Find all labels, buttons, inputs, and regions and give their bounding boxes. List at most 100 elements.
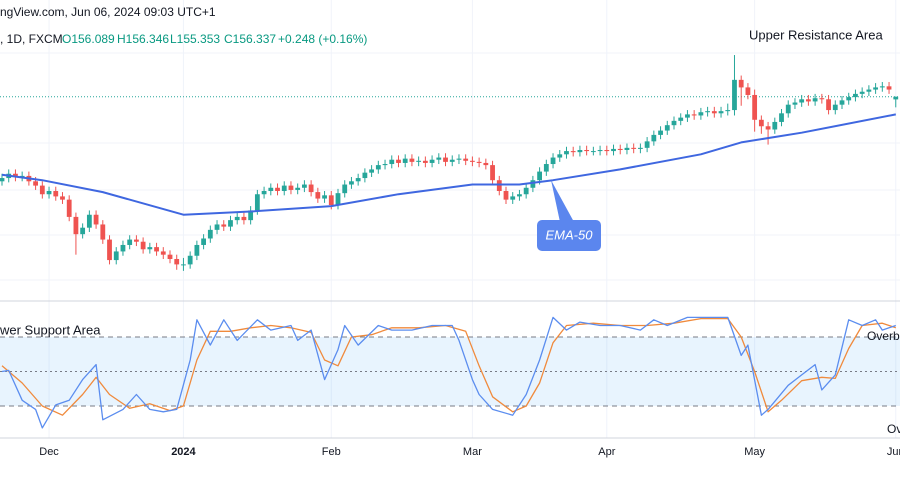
candle-body bbox=[436, 157, 442, 160]
candle-body bbox=[738, 79, 744, 88]
candle-body bbox=[234, 216, 240, 221]
annotation: wer Support Area bbox=[0, 322, 101, 337]
candle-body bbox=[617, 148, 623, 150]
callout-box bbox=[537, 220, 601, 251]
annotation: Upper Resistance Area bbox=[749, 27, 883, 42]
candle-body bbox=[792, 102, 798, 105]
candle-body bbox=[100, 224, 106, 240]
candle-body bbox=[13, 173, 18, 177]
candle-body bbox=[651, 134, 657, 142]
ema-line bbox=[1, 113, 896, 216]
candle-body bbox=[396, 159, 401, 163]
candle-body bbox=[550, 157, 556, 165]
candle-body bbox=[584, 150, 590, 152]
candle-body bbox=[53, 191, 59, 197]
candle-body bbox=[879, 86, 885, 88]
candle-body bbox=[228, 220, 233, 227]
candle-body bbox=[181, 264, 186, 266]
candle-body bbox=[503, 191, 509, 200]
candle-body bbox=[490, 165, 495, 181]
candle-body bbox=[389, 159, 395, 165]
candle-body bbox=[476, 161, 482, 163]
callout-pointer bbox=[551, 180, 574, 222]
candle-body bbox=[107, 239, 112, 261]
x-tick-label: 2024 bbox=[171, 446, 196, 458]
candle-body bbox=[194, 244, 200, 256]
candle-body bbox=[33, 181, 38, 186]
x-tick-label: Mar bbox=[463, 446, 482, 458]
candle-body bbox=[60, 196, 65, 200]
x-tick-label: May bbox=[744, 446, 765, 458]
grid bbox=[0, 52, 900, 281]
candle-body bbox=[537, 171, 542, 181]
candle-body bbox=[758, 119, 764, 127]
level-label: Overb bbox=[867, 329, 900, 343]
candle-body bbox=[449, 159, 455, 162]
candle-body bbox=[517, 194, 522, 197]
candle-body bbox=[658, 130, 663, 135]
candle-body bbox=[705, 111, 710, 113]
candle-body bbox=[375, 165, 381, 170]
candle-body bbox=[678, 117, 684, 121]
candle-body bbox=[93, 214, 99, 225]
candle-body bbox=[819, 98, 825, 100]
candle-body bbox=[254, 194, 260, 211]
candle-body bbox=[207, 229, 213, 239]
candle-body bbox=[261, 191, 267, 195]
x-tick-label: Jun bbox=[887, 446, 900, 458]
candle-body bbox=[355, 178, 361, 182]
candle-body bbox=[752, 94, 758, 120]
candle-body bbox=[577, 150, 583, 153]
candle-body bbox=[120, 244, 126, 252]
candle-body bbox=[167, 254, 173, 259]
stoch-d-line bbox=[1, 317, 897, 416]
candle-body bbox=[779, 113, 784, 122]
candle-body bbox=[80, 227, 86, 235]
x-tick-label: Apr bbox=[598, 446, 615, 458]
candle-body bbox=[0, 178, 5, 182]
ema-label: EMA-50 bbox=[537, 180, 601, 251]
candle-body bbox=[866, 89, 872, 92]
candle-body bbox=[557, 154, 563, 158]
candle-body bbox=[806, 99, 811, 102]
candle-body bbox=[322, 195, 327, 199]
header-low: L155.353 bbox=[170, 32, 220, 46]
candle-body bbox=[174, 258, 180, 265]
candle-body bbox=[402, 158, 408, 163]
candle-body bbox=[154, 247, 159, 252]
candle-body bbox=[160, 251, 166, 255]
candle-body bbox=[221, 224, 227, 227]
candle-body bbox=[570, 151, 576, 153]
candle-body bbox=[543, 164, 549, 172]
header-source: ngView.com, Jun 06, 2024 09:03 UTC+1 bbox=[0, 5, 216, 19]
candle-body bbox=[631, 147, 637, 149]
header-open: O156.089 bbox=[62, 32, 115, 46]
candle-body bbox=[342, 184, 348, 194]
candle-body bbox=[422, 160, 428, 163]
candle-body bbox=[443, 157, 448, 162]
candle-body bbox=[295, 187, 301, 190]
candle-body bbox=[382, 164, 388, 166]
candle-body bbox=[483, 162, 489, 166]
candle-body bbox=[664, 125, 670, 131]
candle-body bbox=[140, 241, 146, 250]
candle-body bbox=[893, 96, 899, 100]
candle-body bbox=[685, 114, 690, 118]
candle-body bbox=[826, 99, 831, 111]
candle-body bbox=[46, 191, 52, 195]
candle-body bbox=[470, 160, 475, 162]
candle-body bbox=[241, 216, 247, 221]
candle-body bbox=[463, 158, 469, 161]
candle-body bbox=[362, 172, 368, 179]
candle-body bbox=[604, 150, 610, 152]
candle-body bbox=[859, 91, 865, 94]
candle-body bbox=[597, 150, 603, 152]
ema-name: EMA-50 bbox=[546, 227, 594, 242]
x-tick-label: Feb bbox=[322, 446, 341, 458]
candle-body bbox=[275, 187, 280, 192]
candle-body bbox=[711, 111, 717, 114]
stoch-k-line bbox=[1, 316, 897, 429]
candle-body bbox=[765, 126, 771, 130]
